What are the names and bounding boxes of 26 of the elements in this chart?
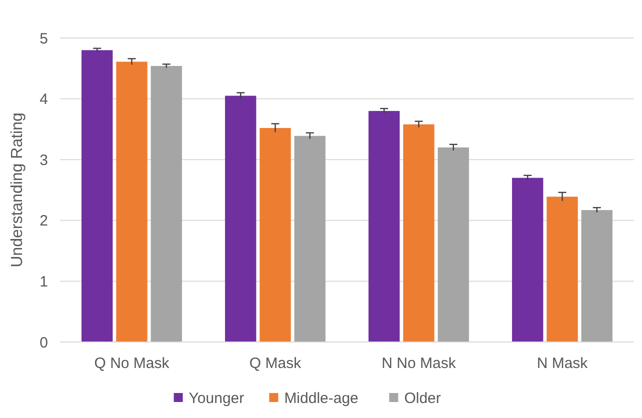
legend-label: Older <box>404 390 441 407</box>
bar <box>82 50 113 342</box>
y-tick-label: 5 <box>40 30 48 48</box>
bar <box>581 210 612 342</box>
y-tick-label: 0 <box>40 334 48 352</box>
y-tick-label: 4 <box>40 91 48 108</box>
x-tick-label: Q No Mask <box>94 355 170 372</box>
x-tick-label: N Mask <box>536 355 588 372</box>
x-tick-label: N No Mask <box>382 355 456 372</box>
bar <box>512 178 544 342</box>
y-tick-label: 1 <box>40 273 48 290</box>
y-tick-label: 3 <box>40 152 48 169</box>
y-tick-label: 2 <box>40 212 48 230</box>
bar <box>368 110 400 342</box>
bar <box>116 62 148 342</box>
bar <box>438 147 469 342</box>
legend-label: Younger <box>188 390 244 407</box>
bar <box>150 66 182 342</box>
bar <box>225 96 256 342</box>
legend-label: Middle-age <box>284 390 358 407</box>
x-tick-label: Q Mask <box>249 355 302 372</box>
bar <box>403 124 434 342</box>
bar <box>546 196 578 342</box>
bar <box>260 128 291 342</box>
bar <box>294 136 326 342</box>
y-axis-title: Understanding Rating <box>9 112 26 268</box>
